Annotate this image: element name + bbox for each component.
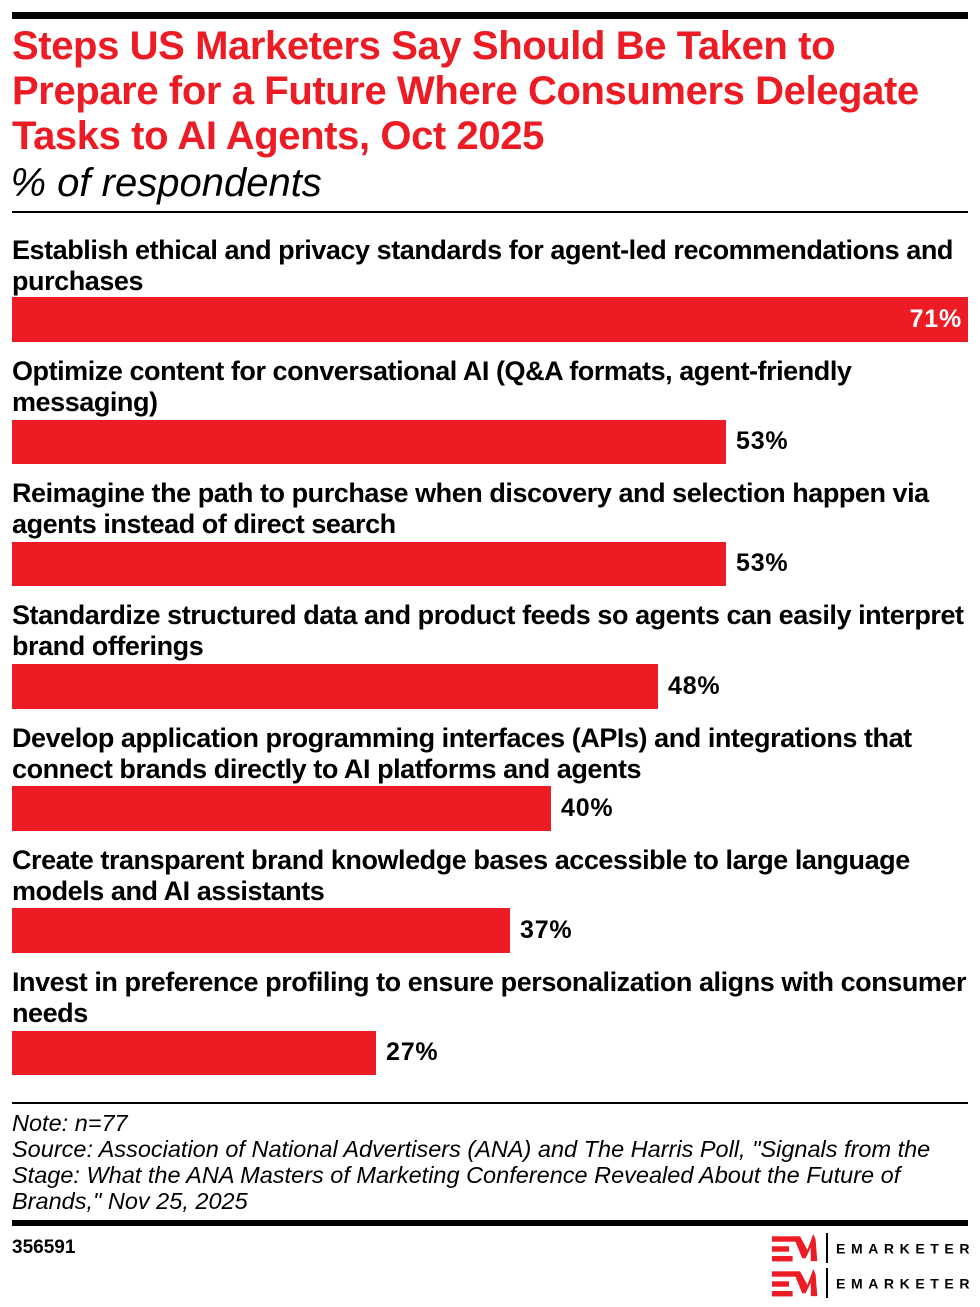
svg-text:EMARKETER: EMARKETER xyxy=(836,1240,972,1256)
